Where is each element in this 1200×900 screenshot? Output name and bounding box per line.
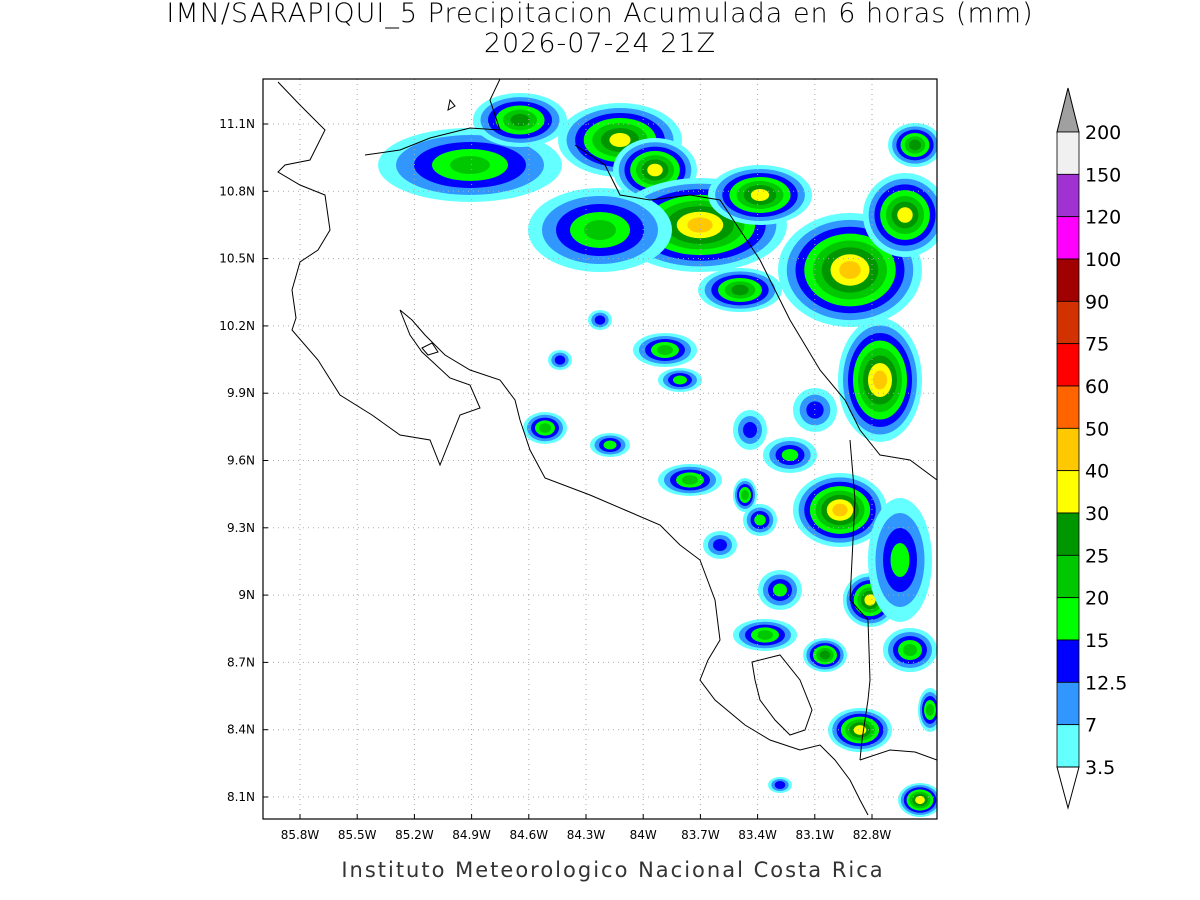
lon-label: 84W (630, 828, 657, 842)
precip-contour (908, 139, 922, 151)
colorbar-box (1056, 512, 1080, 556)
lat-label: 8.4N (227, 723, 255, 737)
lon-label: 84.6W (510, 828, 549, 842)
precip-field (378, 93, 937, 817)
colorbar-label: 50 (1085, 418, 1109, 440)
precip-contour (584, 220, 616, 240)
coastline (277, 79, 937, 816)
map-frame (262, 78, 938, 820)
precip-contour (774, 781, 786, 789)
lat-label: 11.1N (219, 117, 255, 131)
lon-label: 85.8W (281, 828, 320, 842)
lon-label: 83.4W (738, 828, 777, 842)
colorbar-label: 12.5 (1085, 672, 1127, 694)
colorbar-over (1056, 87, 1080, 133)
lon-label: 84.9W (452, 828, 491, 842)
colorbar-label: 20 (1085, 588, 1109, 610)
colorbar-under (1056, 766, 1080, 810)
precip-contour (926, 704, 934, 716)
colorbar-box (1056, 597, 1080, 641)
lat-label: 9.3N (227, 521, 255, 535)
colorbar: 200 150 120 100 90 75 60 50 40 30 25 20 15 12.5 7 3.5 (1056, 87, 1127, 810)
precip-contour (713, 539, 727, 551)
colorbar-box (1056, 681, 1080, 726)
colorbar-label: 30 (1085, 503, 1109, 525)
colorbar-box (1056, 258, 1080, 302)
precip-contour (832, 503, 848, 517)
colorbar-box (1056, 173, 1080, 218)
lat-label: 9.9N (227, 386, 255, 400)
colorbar-box (1056, 343, 1080, 387)
grid: 85.8W 85.5W 85.2W 84.9W 84.6W 84.3W 84W 83.7W 83… (219, 79, 937, 842)
colorbar-label: 3.5 (1085, 757, 1115, 779)
precip-contour (682, 475, 698, 485)
colorbar-box (1056, 470, 1080, 514)
colorbar-label: 120 (1085, 207, 1121, 229)
colorbar-box (1056, 554, 1080, 599)
lat-label: 9.6N (227, 454, 255, 468)
precip-contour (915, 795, 925, 805)
precip-contour (864, 594, 876, 606)
precip-contour (609, 133, 631, 147)
colorbar-box (1056, 300, 1080, 345)
precip-contour (819, 650, 831, 660)
precip-contour (594, 315, 606, 325)
precip-contour (539, 423, 551, 433)
title: IMN/SARAPIQUI_5 Precipitacion Acumulada … (166, 0, 1033, 29)
precip-contour (731, 284, 749, 296)
precip-contour (510, 113, 530, 127)
colorbar-label: 7 (1085, 715, 1097, 737)
precip-contour (781, 449, 799, 461)
lon-label: 83.1W (796, 828, 835, 842)
precip-contour (773, 583, 787, 597)
colorbar-label: 90 (1085, 291, 1109, 313)
colorbar-box (1056, 385, 1080, 429)
lat-label: 8.7N (227, 655, 255, 669)
precip-contour (657, 345, 673, 355)
colorbar-label: 60 (1085, 376, 1109, 398)
lon-label: 84.3W (567, 828, 606, 842)
colorbar-label: 40 (1085, 461, 1109, 483)
colorbar-label: 200 (1085, 122, 1121, 144)
precip-contour (839, 261, 861, 279)
lat-label: 10.5N (219, 252, 255, 266)
precip-contour (754, 514, 766, 526)
colorbar-box (1056, 216, 1080, 260)
lat-label: 10.8N (219, 184, 255, 198)
precip-contour (741, 490, 749, 500)
precip-contour (890, 543, 910, 577)
precip-contour (897, 207, 913, 223)
colorbar-box (1056, 639, 1080, 683)
lat-label: 9N (238, 588, 255, 602)
lat-label: 8.1N (227, 790, 255, 804)
footer: Instituto Meteorologico Nacional Costa R… (341, 858, 884, 882)
precip-contour (450, 156, 490, 174)
colorbar-box (1056, 724, 1080, 768)
precip-contour (554, 355, 566, 365)
subtitle: 2026-07-24 21Z (484, 28, 716, 59)
colorbar-box (1056, 427, 1080, 472)
precip-contour (750, 189, 770, 201)
lon-label: 82.8W (853, 828, 892, 842)
colorbar-label: 100 (1085, 249, 1121, 271)
colorbar-label: 150 (1085, 164, 1121, 186)
colorbar-label: 15 (1085, 630, 1109, 652)
lat-label: 10.2N (219, 319, 255, 333)
precip-contour (873, 370, 887, 390)
lon-label: 85.5W (338, 828, 377, 842)
colorbar-label: 25 (1085, 545, 1109, 567)
colorbar-label: 75 (1085, 334, 1109, 356)
lon-label: 85.2W (395, 828, 434, 842)
precip-contour (743, 422, 757, 438)
colorbar-box (1056, 131, 1080, 175)
precip-contour (603, 440, 617, 450)
lon-label: 83.7W (681, 828, 720, 842)
precip-contour (903, 644, 917, 656)
precip-contour (673, 375, 687, 385)
precip-contour (647, 163, 663, 177)
precip-contour (757, 630, 773, 640)
